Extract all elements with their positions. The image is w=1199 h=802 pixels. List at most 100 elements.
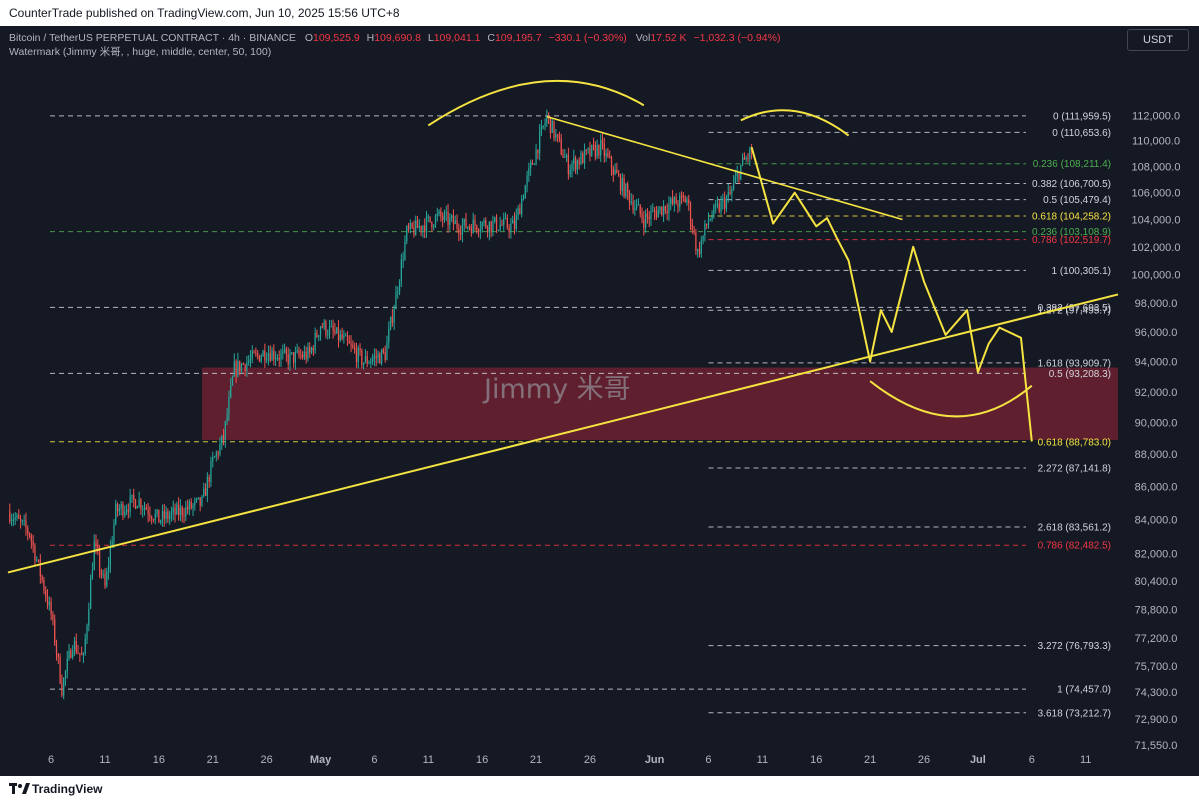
candle-body bbox=[380, 349, 383, 364]
candle-body bbox=[452, 215, 455, 225]
fib-level-label: 0.786 (82,482.5) bbox=[1038, 541, 1111, 552]
fib-level-label: 0.5 (105,479.4) bbox=[1043, 195, 1111, 206]
candle-body bbox=[592, 144, 595, 146]
candle-body bbox=[343, 335, 345, 339]
fib-level-label: 2.272 (87,141.8) bbox=[1038, 464, 1111, 475]
volume-change: −1,032.3 (−0.94%) bbox=[693, 32, 781, 44]
candle-body bbox=[237, 360, 239, 376]
candle-body bbox=[186, 506, 189, 510]
candle-body bbox=[731, 189, 733, 194]
candle-body bbox=[154, 513, 156, 521]
candle-body bbox=[235, 361, 237, 376]
candle-body bbox=[413, 227, 415, 235]
candle-body bbox=[70, 650, 72, 658]
candle-body bbox=[707, 220, 710, 226]
candle-body bbox=[749, 148, 751, 159]
fib-level-label: 2.618 (83,561.2) bbox=[1038, 522, 1111, 533]
candle-body bbox=[526, 175, 528, 186]
candle-body bbox=[152, 519, 155, 521]
y-axis-tick-label: 98,000.0 bbox=[1135, 298, 1178, 310]
y-axis-tick-label: 77,200.0 bbox=[1135, 633, 1178, 645]
candle-body bbox=[266, 358, 268, 361]
candle-body bbox=[549, 116, 552, 133]
y-axis-tick-label: 106,000.0 bbox=[1132, 188, 1181, 200]
open-value: 109,525.9 bbox=[312, 32, 360, 44]
candle-body bbox=[494, 217, 496, 222]
x-axis-tick-label: 21 bbox=[207, 754, 219, 766]
watermark-indicator-line[interactable]: Watermark (Jimmy 米哥, , huge, middle, cen… bbox=[9, 46, 272, 58]
candle-body bbox=[546, 115, 548, 123]
publisher-header: CounterTrade published on TradingView.co… bbox=[0, 0, 1199, 26]
candle-body bbox=[458, 228, 460, 234]
chart-panel[interactable]: 0 (111,959.5) 0 (110,653.6) 0.236 (108,211… bbox=[0, 26, 1199, 776]
candle-body bbox=[706, 223, 708, 226]
candle-body bbox=[213, 456, 216, 458]
candle-body bbox=[21, 520, 23, 522]
fib-level-label: 0.236 (103,108.9) bbox=[1032, 227, 1111, 238]
close-label: C bbox=[487, 32, 495, 44]
candle-body bbox=[312, 347, 314, 351]
candle-body bbox=[691, 223, 693, 231]
candle-body bbox=[684, 197, 686, 203]
chart-legend: Bitcoin / TetherUS PERPETUAL CONTRACT · … bbox=[9, 31, 780, 59]
candle-body bbox=[274, 358, 277, 360]
y-axis-tick-label: 78,800.0 bbox=[1135, 604, 1178, 616]
currency-button[interactable]: USDT bbox=[1127, 29, 1189, 51]
candle-body bbox=[350, 343, 352, 346]
candle-body bbox=[508, 227, 510, 232]
x-axis-tick-label: 6 bbox=[1029, 754, 1035, 766]
candle-body bbox=[402, 259, 404, 261]
candle-body bbox=[382, 349, 385, 352]
candle-body bbox=[283, 349, 286, 352]
candle-body bbox=[733, 182, 735, 190]
candle-body bbox=[655, 212, 658, 218]
candle-body bbox=[307, 347, 309, 359]
candle-body bbox=[623, 177, 625, 197]
candle-body bbox=[258, 355, 261, 362]
candle-body bbox=[127, 509, 129, 512]
candle-body bbox=[445, 211, 447, 214]
candle-body bbox=[515, 215, 517, 229]
candle-body bbox=[610, 156, 613, 169]
candle-body bbox=[618, 173, 620, 176]
candle-body bbox=[700, 240, 702, 254]
candle-body bbox=[163, 511, 165, 519]
candle-body bbox=[501, 224, 503, 226]
candle-body bbox=[474, 219, 476, 226]
candle-body bbox=[147, 509, 149, 515]
price-chart[interactable]: 0 (111,959.5) 0 (110,653.6) 0.236 (108,211… bbox=[0, 26, 1199, 776]
candle-body bbox=[242, 364, 244, 366]
candle-body bbox=[524, 185, 526, 199]
candle-body bbox=[330, 325, 332, 327]
candle-body bbox=[664, 206, 667, 212]
candle-body bbox=[190, 501, 192, 509]
y-axis-tick-label: 112,000.0 bbox=[1132, 110, 1180, 122]
y-axis-tick-label: 96,000.0 bbox=[1135, 327, 1178, 339]
candle-body bbox=[179, 507, 182, 515]
candle-body bbox=[551, 120, 553, 133]
candle-body bbox=[48, 601, 50, 606]
candle-body bbox=[222, 435, 225, 440]
candle-body bbox=[738, 172, 740, 180]
candle-body bbox=[422, 225, 424, 231]
candle-body bbox=[102, 574, 104, 576]
candle-body bbox=[564, 156, 566, 158]
candle-body bbox=[282, 351, 284, 354]
candle-body bbox=[429, 216, 431, 222]
candle-body bbox=[233, 361, 235, 377]
candle-body bbox=[52, 614, 54, 620]
candle-body bbox=[463, 218, 465, 226]
candle-body bbox=[497, 229, 499, 231]
candle-body bbox=[75, 640, 77, 653]
candle-body bbox=[574, 157, 577, 170]
candle-body bbox=[271, 350, 273, 361]
candle-body bbox=[301, 355, 304, 358]
candle-body bbox=[680, 195, 683, 197]
candle-body bbox=[591, 144, 593, 156]
candle-body bbox=[427, 216, 429, 218]
candle-body bbox=[195, 498, 198, 501]
candle-body bbox=[172, 507, 174, 512]
candle-body bbox=[598, 145, 600, 156]
candle-body bbox=[722, 198, 724, 202]
candle-body bbox=[607, 152, 609, 157]
